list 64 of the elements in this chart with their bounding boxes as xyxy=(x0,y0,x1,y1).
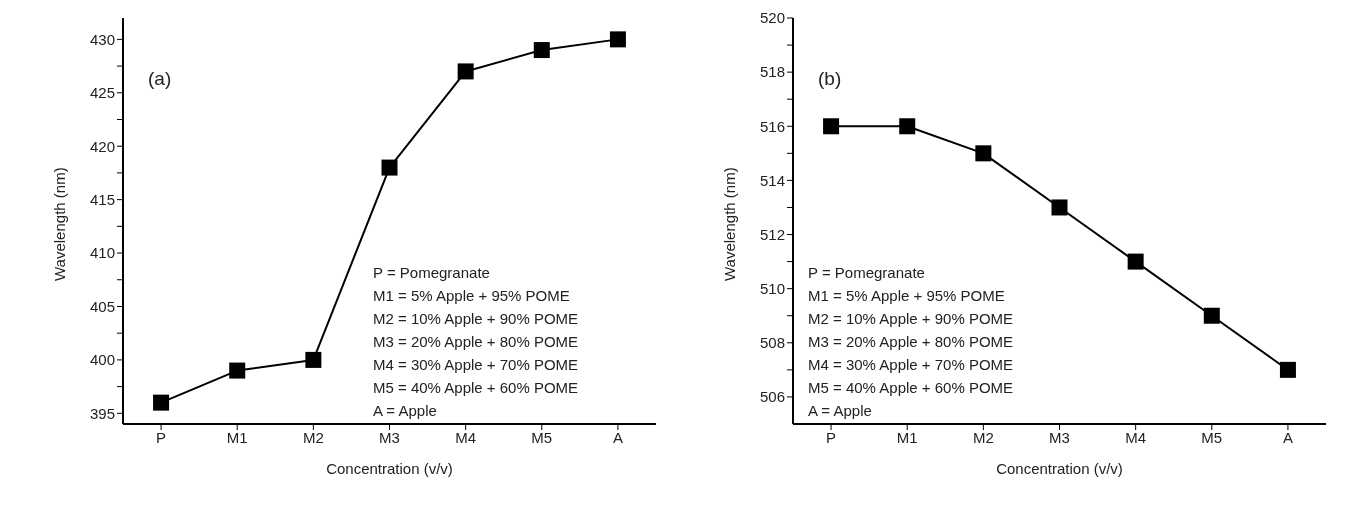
point xyxy=(823,118,840,135)
annotation: M1 = 5% Apple + 95% POME xyxy=(808,286,1006,306)
y-tick-label: 520 xyxy=(759,9,785,27)
annotation: P = Pomegranate xyxy=(373,263,491,283)
point xyxy=(229,362,246,379)
x-tick-label: M2 xyxy=(302,428,324,446)
annotation: M4 = 30% Apple + 70% POME xyxy=(808,355,1014,375)
y-tick-label: 410 xyxy=(89,244,115,262)
x-tick-label: A xyxy=(1282,428,1293,446)
y-tick-label: 510 xyxy=(759,279,785,297)
annotation: A = Apple xyxy=(373,401,438,421)
y-tick-label: 508 xyxy=(759,334,785,352)
y-tick-label: 420 xyxy=(89,137,115,155)
point xyxy=(609,31,626,48)
annotation: M2 = 10% Apple + 90% POME xyxy=(373,309,579,329)
x-tick-label: M4 xyxy=(1125,428,1147,446)
annotation: M5 = 40% Apple + 60% POME xyxy=(373,378,579,398)
y-tick-label: 415 xyxy=(89,190,115,208)
x-tick-label: P xyxy=(156,428,167,446)
x-tick-label: M1 xyxy=(896,428,918,446)
annotation: P = Pomegranate xyxy=(808,263,926,283)
y-tick-label: 405 xyxy=(89,297,115,315)
x-axis-title: Concentration (v/v) xyxy=(996,460,1123,477)
y-tick-label: 514 xyxy=(759,171,785,189)
y-tick-label: 425 xyxy=(89,84,115,102)
point xyxy=(305,351,322,368)
annotation: M3 = 20% Apple + 80% POME xyxy=(808,332,1014,352)
point xyxy=(533,42,550,59)
y-axis-title: Wavelength (nm) xyxy=(721,167,739,281)
annotation: A = Apple xyxy=(808,401,873,421)
annotation: (a) xyxy=(148,68,172,90)
y-tick-label: 518 xyxy=(759,63,785,81)
y-tick-label: 506 xyxy=(759,388,785,406)
point xyxy=(899,118,916,135)
y-axis-title: Wavelength (nm) xyxy=(51,167,69,281)
x-tick-label: A xyxy=(612,428,623,446)
point xyxy=(1051,199,1068,216)
annotation: M4 = 30% Apple + 70% POME xyxy=(373,355,579,375)
x-tick-label: P xyxy=(826,428,837,446)
point xyxy=(153,394,170,411)
x-tick-label: M5 xyxy=(531,428,553,446)
x-axis-title: Concentration (v/v) xyxy=(326,460,453,477)
point xyxy=(457,63,474,80)
point xyxy=(1203,307,1220,324)
annotation: (b) xyxy=(818,68,842,90)
y-tick-label: 400 xyxy=(89,351,115,369)
y-tick-label: 430 xyxy=(89,30,115,48)
point xyxy=(975,145,992,162)
annotation: M5 = 40% Apple + 60% POME xyxy=(808,378,1014,398)
x-tick-label: M5 xyxy=(1201,428,1223,446)
annotation: M3 = 20% Apple + 80% POME xyxy=(373,332,579,352)
y-tick-label: 516 xyxy=(759,117,785,135)
x-tick-label: M4 xyxy=(455,428,477,446)
annotation: M2 = 10% Apple + 90% POME xyxy=(808,309,1014,329)
point xyxy=(381,159,398,176)
x-tick-label: M3 xyxy=(379,428,400,446)
x-tick-label: M2 xyxy=(972,428,994,446)
x-tick-label: M1 xyxy=(226,428,248,446)
x-tick-label: M3 xyxy=(1049,428,1070,446)
y-tick-label: 395 xyxy=(89,404,115,422)
annotation: M1 = 5% Apple + 95% POME xyxy=(373,286,571,306)
point xyxy=(1279,361,1296,378)
y-tick-label: 512 xyxy=(759,225,785,243)
point xyxy=(1127,253,1144,270)
